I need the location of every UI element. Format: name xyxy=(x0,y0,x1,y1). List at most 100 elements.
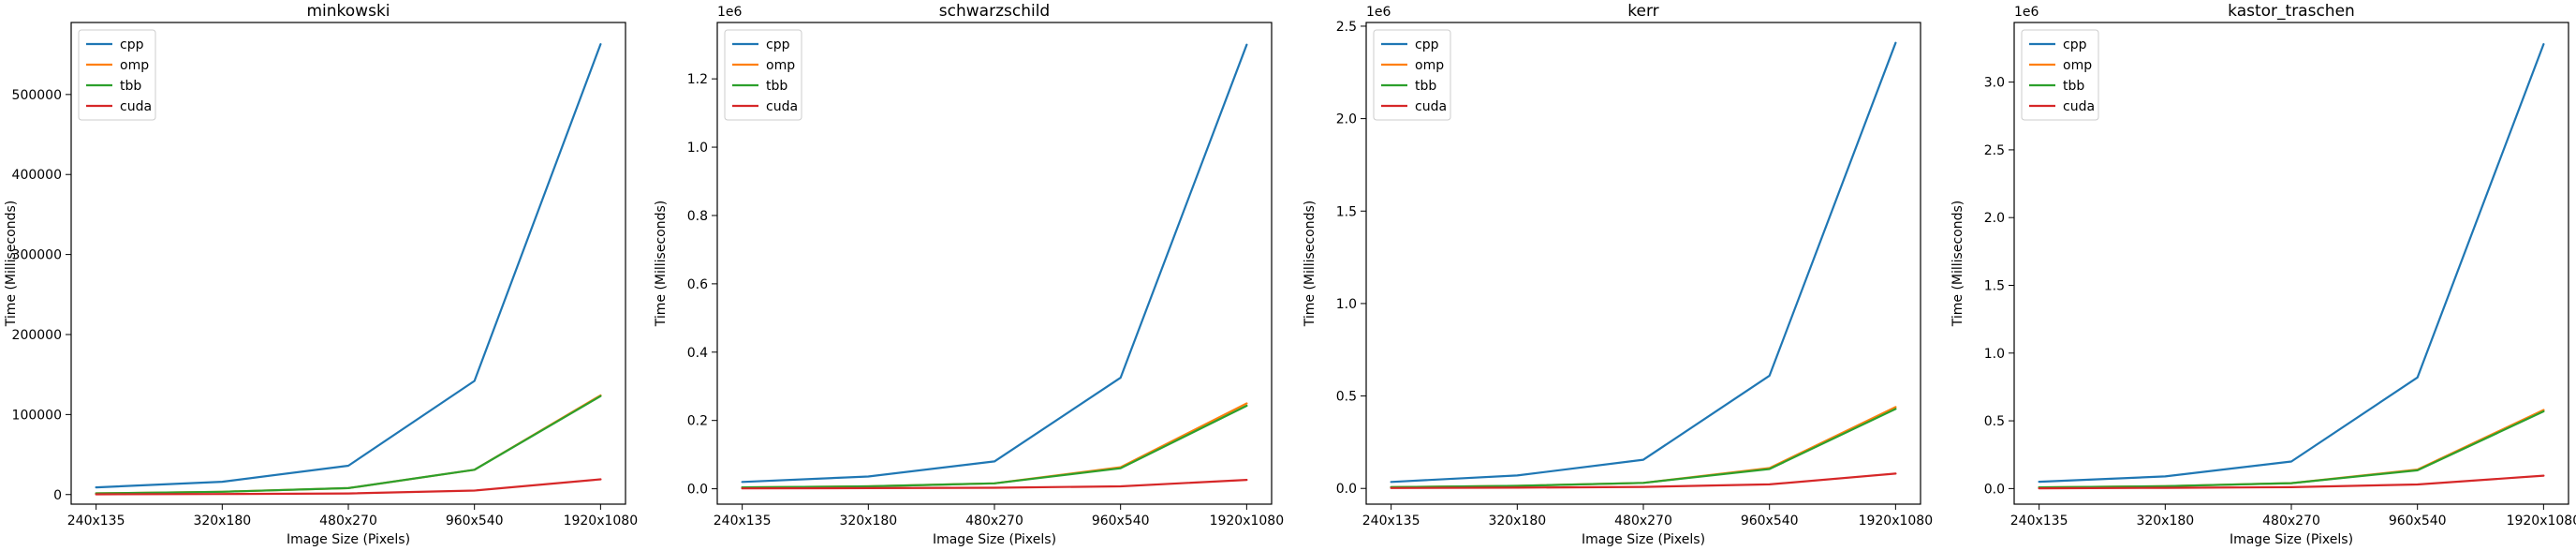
x-tick-label: 960x540 xyxy=(1092,514,1150,529)
legend-label-cuda: cuda xyxy=(2063,99,2095,114)
legend-label-omp: omp xyxy=(766,58,795,73)
legend-label-omp: omp xyxy=(2063,58,2092,73)
y-tick-label: 0.5 xyxy=(1336,390,1357,405)
legend-label-cpp: cpp xyxy=(1415,37,1439,52)
chart-title: schwarzschild xyxy=(939,2,1050,21)
x-tick-label: 1920x1080 xyxy=(564,514,639,529)
x-tick-label: 240x135 xyxy=(1362,514,1420,529)
y-tick-label: 1.5 xyxy=(1336,204,1357,219)
x-tick-label: 320x180 xyxy=(1488,514,1546,529)
legend-label-tbb: tbb xyxy=(120,79,141,94)
y-tick-label: 0.8 xyxy=(687,209,708,224)
series-line-cpp xyxy=(2038,42,2545,484)
legend-box xyxy=(78,29,156,121)
x-axis-label: Image Size (Pixels) xyxy=(1582,532,1705,547)
y-tick-label: 2.0 xyxy=(1984,211,2005,226)
chart-panel-1: schwarzschild 240x135 320x180 480x270 960x54… xyxy=(654,2,1284,547)
x-axis-label: Image Size (Pixels) xyxy=(287,532,410,547)
legend: cpp omp tbb cuda xyxy=(1373,29,1451,121)
series-line-tbb xyxy=(1390,408,1897,488)
series-line-cpp xyxy=(1390,41,1897,484)
x-tick-label: 1920x1080 xyxy=(1859,514,1934,529)
y-offset-label: 1e6 xyxy=(1366,5,1391,20)
legend-label-cuda: cuda xyxy=(120,99,152,114)
legend-label-cpp: cpp xyxy=(120,37,144,52)
y-tick-label: 1.0 xyxy=(687,141,708,156)
legend-label-tbb: tbb xyxy=(1415,79,1436,94)
legend-label-cuda: cuda xyxy=(766,99,798,114)
x-tick-label: 960x540 xyxy=(446,514,504,529)
x-tick-label: 480x270 xyxy=(2262,514,2320,529)
y-tick-label: 0.0 xyxy=(687,483,708,498)
series-line-omp xyxy=(95,394,602,495)
y-offset-label: 1e6 xyxy=(717,5,743,20)
chart-panel-2: kerr 240x135 320x180 480x270 960x540 1920x108… xyxy=(1303,2,1933,547)
x-tick-label: 960x540 xyxy=(1741,514,1799,529)
series-line-cuda xyxy=(95,478,602,496)
x-tick-label: 320x180 xyxy=(193,514,251,529)
series-line-cuda xyxy=(2038,474,2545,490)
y-tick-label: 0.6 xyxy=(687,277,708,292)
x-tick-label: 480x270 xyxy=(1614,514,1672,529)
legend: cpp omp tbb cuda xyxy=(724,29,802,121)
legend-label-omp: omp xyxy=(120,58,149,73)
y-axis-label: Time (Milliseconds) xyxy=(4,201,19,328)
y-tick-label: 0.5 xyxy=(1984,414,2005,429)
legend-label-tbb: tbb xyxy=(766,79,788,94)
legend-box xyxy=(724,29,802,121)
series-line-tbb xyxy=(741,404,1248,489)
legend: cpp omp tbb cuda xyxy=(78,29,156,121)
y-tick-label: 1.5 xyxy=(1984,278,2005,293)
y-axis-label: Time (Milliseconds) xyxy=(1950,201,1965,328)
x-axis-label: Image Size (Pixels) xyxy=(2230,532,2353,547)
y-offset-label: 1e6 xyxy=(2014,5,2039,20)
series-line-cpp xyxy=(741,43,1248,484)
y-tick-label: 2.5 xyxy=(1336,20,1357,35)
x-tick-label: 240x135 xyxy=(714,514,772,529)
legend-label-tbb: tbb xyxy=(2063,79,2084,94)
y-tick-label: 0 xyxy=(53,488,62,503)
x-axis-label: Image Size (Pixels) xyxy=(933,532,1056,547)
legend-label-omp: omp xyxy=(1415,58,1444,73)
y-tick-label: 0.4 xyxy=(687,346,708,361)
legend-box xyxy=(2021,29,2099,121)
y-tick-label: 2.0 xyxy=(1336,112,1357,127)
x-tick-label: 320x180 xyxy=(2136,514,2194,529)
series-line-omp xyxy=(741,402,1248,489)
series-line-omp xyxy=(1390,406,1897,488)
series-line-omp xyxy=(2038,409,2545,489)
y-tick-label: 0.0 xyxy=(1336,482,1357,497)
x-tick-label: 480x270 xyxy=(965,514,1023,529)
series-line-cuda xyxy=(1390,472,1897,489)
y-axis-label: Time (Milliseconds) xyxy=(1303,201,1317,328)
y-tick-label: 1.2 xyxy=(687,72,708,87)
y-tick-label: 100000 xyxy=(12,408,62,423)
chart-title: kerr xyxy=(1627,2,1658,21)
y-tick-label: 3.0 xyxy=(1984,76,2005,91)
series-line-tbb xyxy=(2038,410,2545,489)
legend-label-cpp: cpp xyxy=(2063,37,2087,52)
y-tick-label: 400000 xyxy=(12,168,62,183)
legend: cpp omp tbb cuda xyxy=(2021,29,2099,121)
chart-title: kastor_traschen xyxy=(2228,2,2355,21)
x-tick-label: 320x180 xyxy=(839,514,897,529)
x-tick-label: 960x540 xyxy=(2389,514,2447,529)
x-tick-label: 240x135 xyxy=(67,514,125,529)
y-tick-label: 1.0 xyxy=(1984,347,2005,362)
x-tick-label: 240x135 xyxy=(2010,514,2068,529)
chart-panel-0: minkowski 240x135 320x180 480x270 960x540 192… xyxy=(4,2,638,547)
y-tick-label: 2.5 xyxy=(1984,143,2005,158)
chart-panel-3: kastor_traschen 240x135 320x180 480x270 960x… xyxy=(1950,2,2576,547)
y-tick-label: 0.2 xyxy=(687,414,708,429)
x-tick-label: 1920x1080 xyxy=(1210,514,1285,529)
series-line-cpp xyxy=(95,42,602,489)
y-tick-label: 0.0 xyxy=(1984,482,2005,497)
y-tick-label: 200000 xyxy=(12,328,62,343)
legend-label-cpp: cpp xyxy=(766,37,790,52)
y-tick-label: 500000 xyxy=(12,88,62,103)
y-tick-label: 1.0 xyxy=(1336,297,1357,312)
series-line-cuda xyxy=(741,478,1248,490)
y-tick-label: 300000 xyxy=(12,248,62,263)
chart-title: minkowski xyxy=(306,2,390,21)
